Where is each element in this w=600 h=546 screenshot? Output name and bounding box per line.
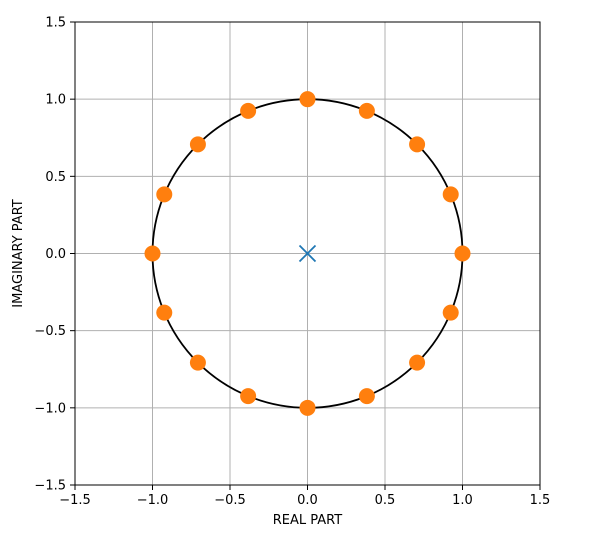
pole-marker — [298, 244, 317, 263]
zero-marker — [358, 388, 375, 405]
zero-marker — [454, 245, 471, 262]
zero-marker — [409, 136, 426, 153]
zero-marker — [144, 245, 161, 262]
x-tick-label: 1.5 — [530, 493, 551, 508]
x-tick-label: −1.5 — [59, 493, 91, 508]
ticks: −1.5 −1.0 −0.5 0.0 0.5 1.0 1.5 −1.5 −1.0 −0.5 0.0 0… — [34, 16, 550, 509]
x-tick-label: −1.0 — [137, 493, 169, 508]
y-tick-label: −1.0 — [34, 401, 66, 416]
y-tick-label: 0.0 — [45, 247, 66, 262]
y-tick-label: 1.0 — [45, 93, 66, 108]
zero-marker — [409, 354, 426, 371]
y-tick-label: 0.5 — [45, 170, 66, 185]
y-tick-label: 1.5 — [45, 16, 66, 31]
x-tick-label: 0.0 — [297, 493, 318, 508]
x-tick-label: 0.5 — [375, 493, 396, 508]
zero-marker — [299, 91, 316, 108]
zero-marker — [156, 304, 173, 321]
x-tick-label: −0.5 — [214, 493, 246, 508]
zero-marker — [299, 399, 316, 416]
y-axis-label: IMAGINARY PART — [11, 199, 26, 308]
zero-marker — [189, 354, 206, 371]
data-marks — [144, 91, 471, 416]
zero-marker — [442, 304, 459, 321]
zero-marker — [189, 136, 206, 153]
y-tick-label: −0.5 — [34, 324, 66, 339]
zero-marker — [156, 186, 173, 203]
x-tick-label: 1.0 — [452, 493, 473, 508]
y-tick-label: −1.5 — [34, 479, 66, 494]
zero-marker — [442, 186, 459, 203]
zero-marker — [240, 102, 257, 119]
zero-marker — [358, 102, 375, 119]
zero-marker — [240, 388, 257, 405]
pole-marker-stroke — [298, 244, 317, 263]
x-axis-label: REAL PART — [273, 513, 343, 528]
